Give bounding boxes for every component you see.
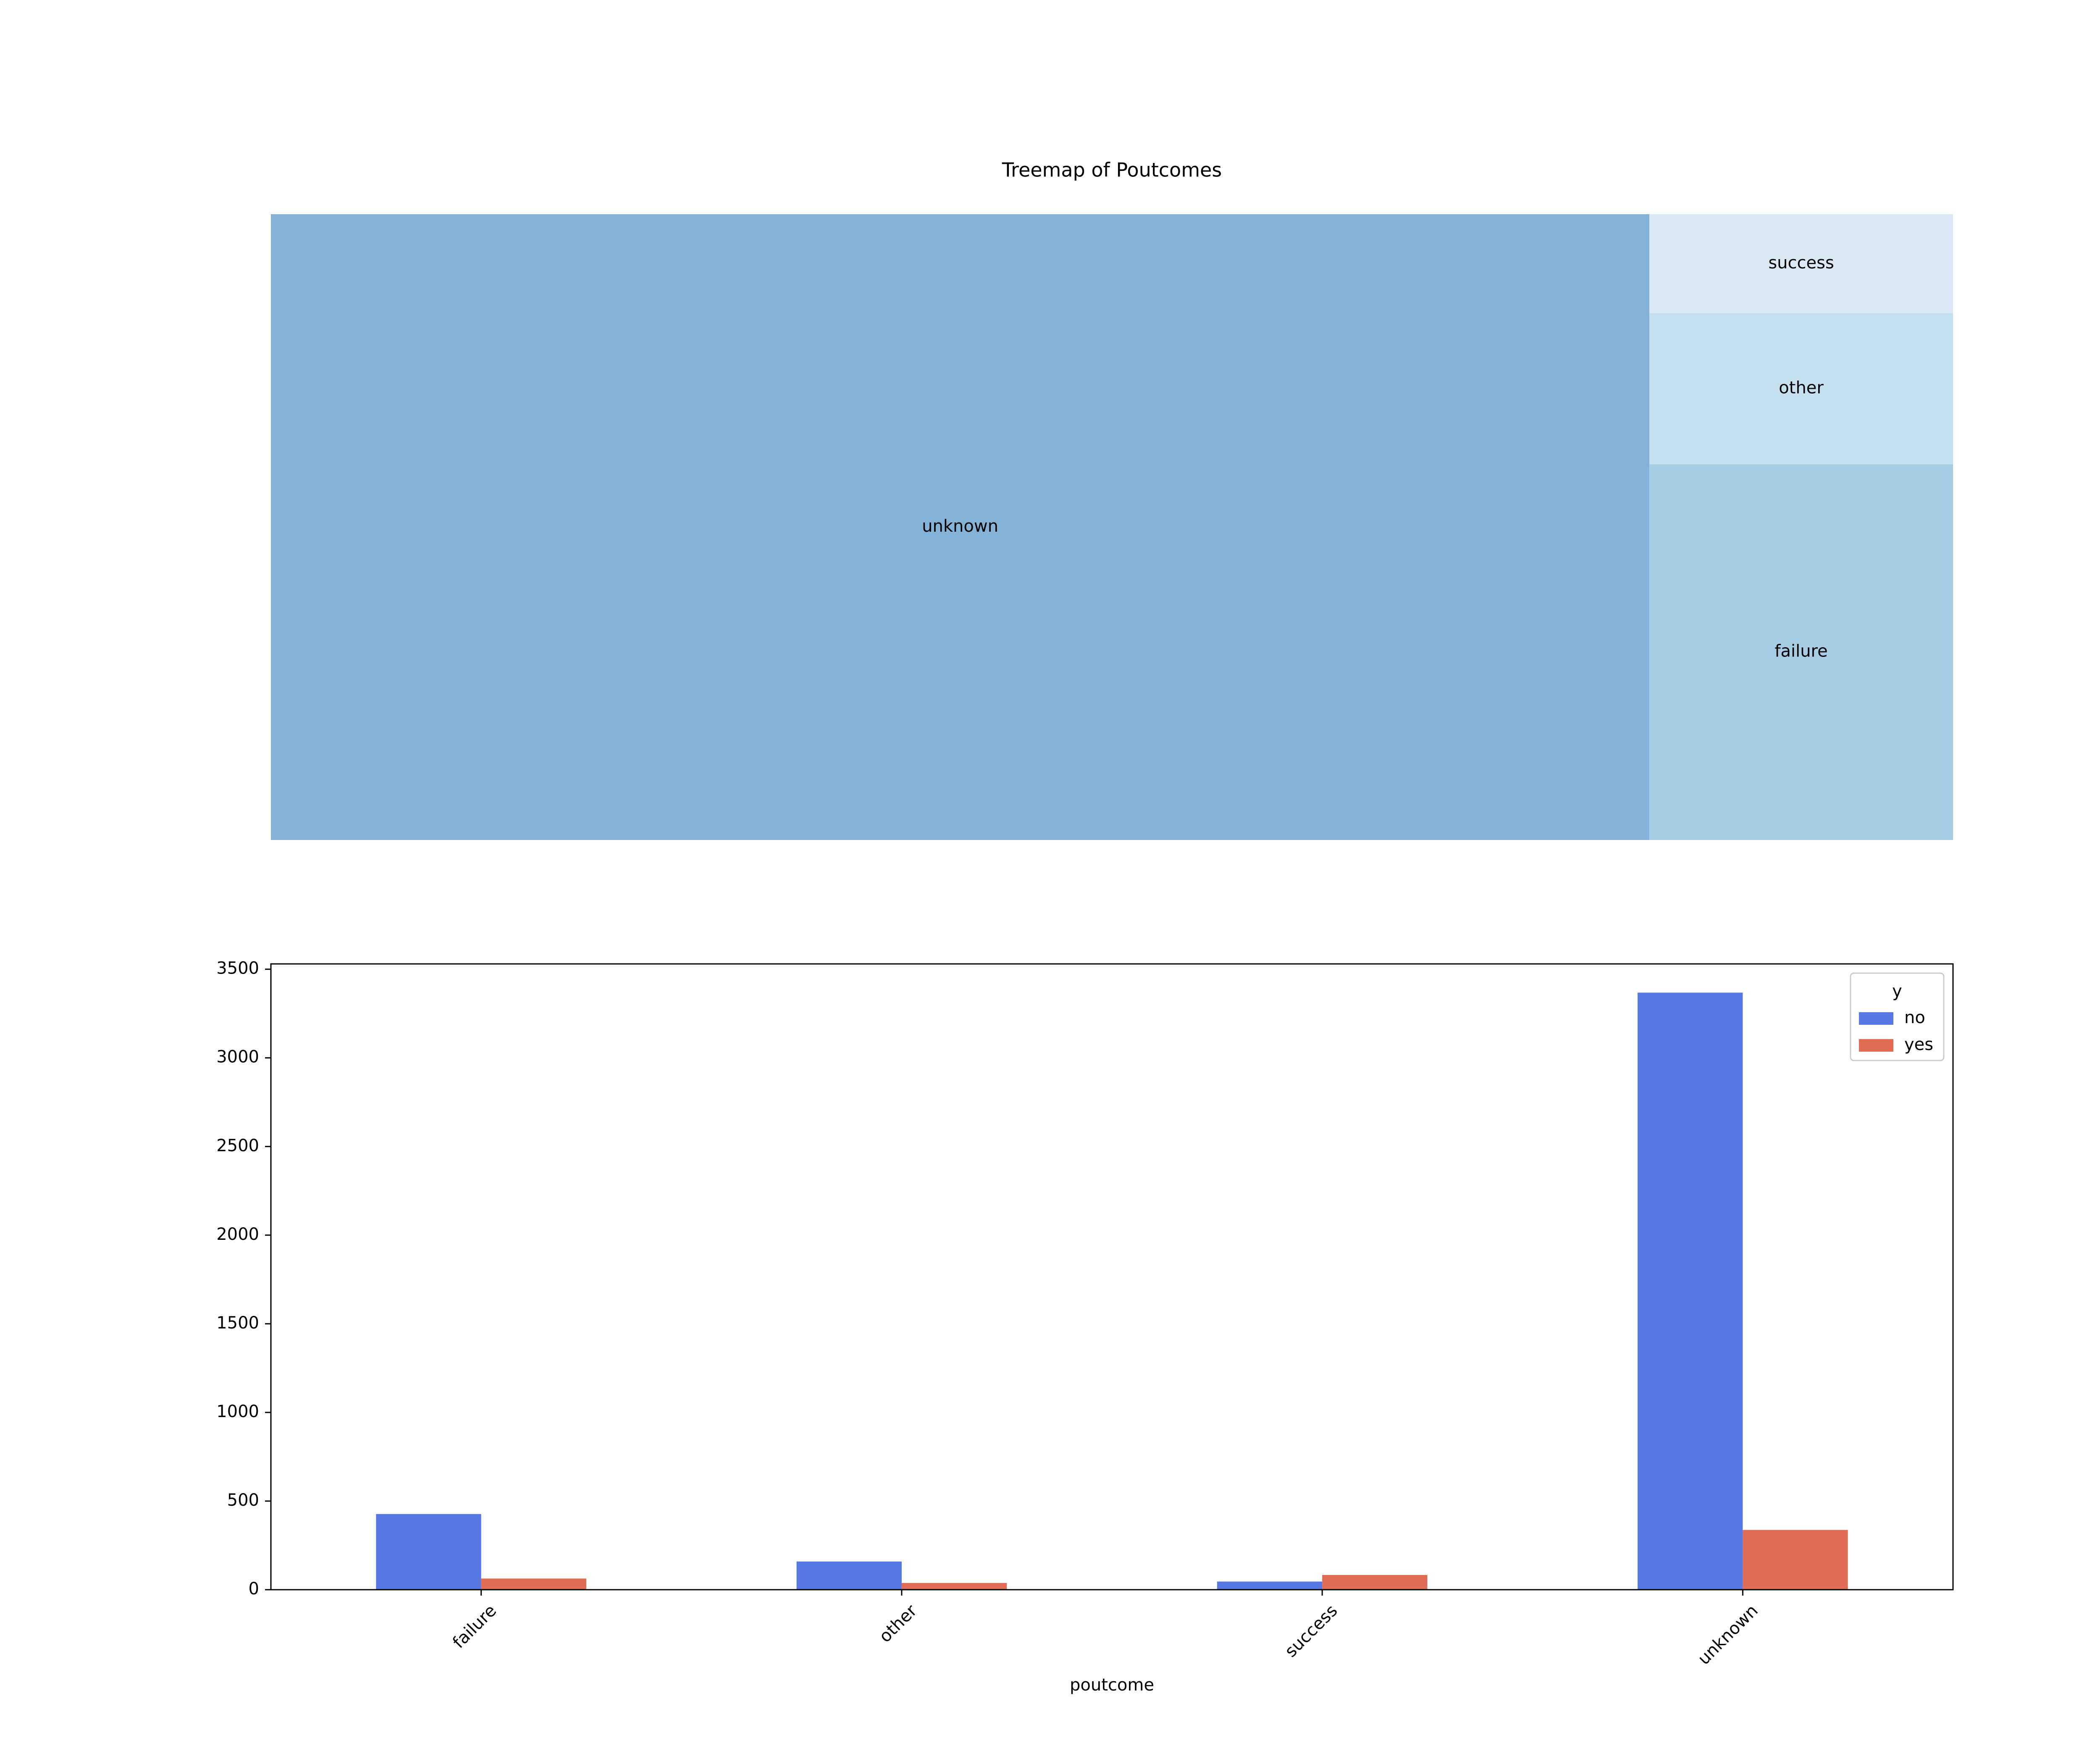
legend-entries: no yes [1859,1008,1933,1054]
bar-yes-other [901,1583,1007,1590]
legend-box [1850,972,1945,1061]
treemap-chart: Treemap of Poutcomes unknown failure other… [271,159,1953,840]
bar-yes-failure [481,1578,586,1590]
treemap-tile-unknown [271,214,1650,840]
bar-yes-unknown [1743,1530,1848,1590]
y-tick-label: 2500 [216,1136,259,1155]
bar-no-failure [376,1514,481,1590]
y-tick-label: 2000 [216,1225,259,1244]
bar-no-unknown [1638,992,1743,1590]
treemap-tiles: unknown failure other success [271,214,1953,840]
y-axis: 0 500 1000 1500 2000 2500 3000 3500 [216,959,271,1599]
y-tick-label: 500 [227,1491,259,1510]
treemap-tile-other [1649,313,1953,465]
treemap-title: Treemap of Poutcomes [1002,159,1222,181]
treemap-label-failure: failure [1774,642,1827,661]
x-axis-label: poutcome [1070,1675,1154,1695]
bar-no-success [1217,1581,1323,1590]
treemap-tile-failure [1649,464,1953,840]
legend-swatch-no [1859,1012,1893,1025]
legend-label-yes: yes [1904,1035,1933,1054]
bar-series [376,992,1848,1590]
bar-no-other [796,1561,902,1590]
treemap-label-other: other [1779,378,1824,397]
bar-yes-success [1322,1575,1428,1590]
y-tick-label: 3500 [216,959,259,978]
treemap-label-success: success [1768,253,1834,273]
y-tick-label: 3000 [216,1047,259,1067]
treemap-tile-success [1649,214,1953,313]
legend-label-no: no [1904,1008,1925,1027]
treemap-label-unknown: unknown [922,517,998,536]
legend: y no yes [1850,972,1945,1061]
legend-swatch-yes [1859,1039,1893,1052]
plot-frame [270,963,1954,1591]
y-tick-label: 1000 [216,1402,259,1421]
y-tick-label: 1500 [216,1313,259,1333]
legend-title: y [1892,982,1902,1001]
y-tick-label: 0 [249,1579,259,1599]
